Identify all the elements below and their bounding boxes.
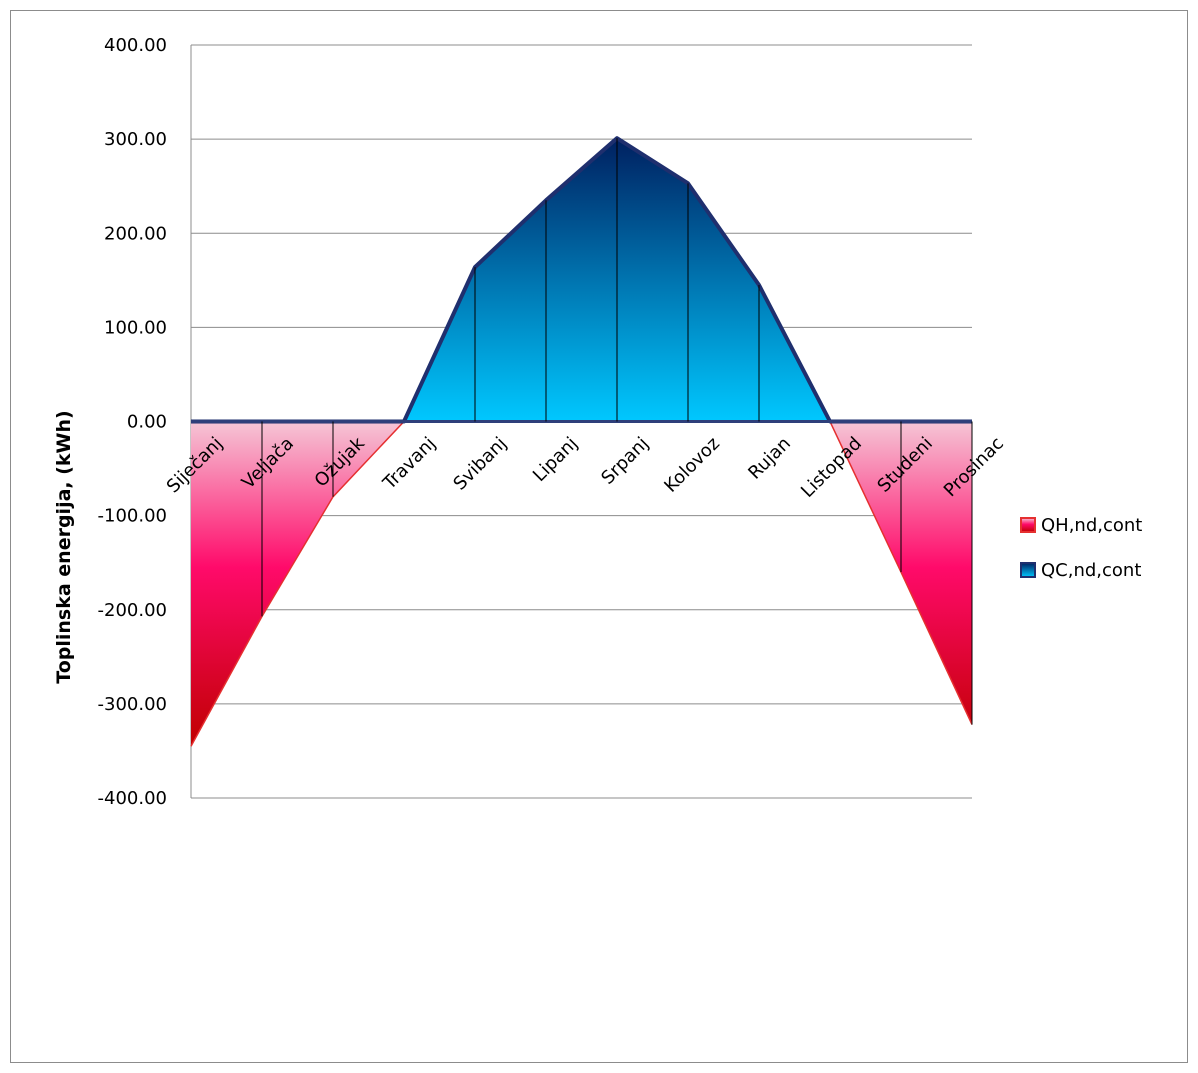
heating-area <box>191 422 972 747</box>
y-tick-label: -200.00 <box>98 600 167 621</box>
cooling-area <box>191 138 972 421</box>
y-axis-ticks: 400.00 300.00 200.00 100.00 0.00 -100.00 -200.… <box>98 35 167 809</box>
y-tick-label: 0.00 <box>127 412 167 433</box>
y-tick-label: 300.00 <box>104 129 167 150</box>
y-tick-label: -100.00 <box>98 506 167 527</box>
legend-label: QH,nd,cont <box>1041 515 1142 536</box>
y-tick-label: 400.00 <box>104 35 167 56</box>
legend-label: QC,nd,cont <box>1041 560 1141 581</box>
category-label: Kolovoz <box>660 433 724 497</box>
category-label: Srpanj <box>597 433 653 489</box>
legend-swatch <box>1021 563 1035 577</box>
legend-swatch <box>1021 518 1035 532</box>
y-tick-label: -300.00 <box>98 694 167 715</box>
y-tick-label: 100.00 <box>104 317 167 338</box>
y-axis-label: Toplinska energija, (kWh) <box>53 410 75 683</box>
category-label: Rujan <box>744 433 795 484</box>
y-tick-label: -400.00 <box>98 788 167 809</box>
y-tick-label: 200.00 <box>104 223 167 244</box>
legend: QH,nd,cont QC,nd,cont <box>1021 515 1142 581</box>
category-label: Travanj <box>379 433 440 494</box>
category-label: Svibanj <box>449 433 510 494</box>
category-label: Lipanj <box>529 433 582 486</box>
